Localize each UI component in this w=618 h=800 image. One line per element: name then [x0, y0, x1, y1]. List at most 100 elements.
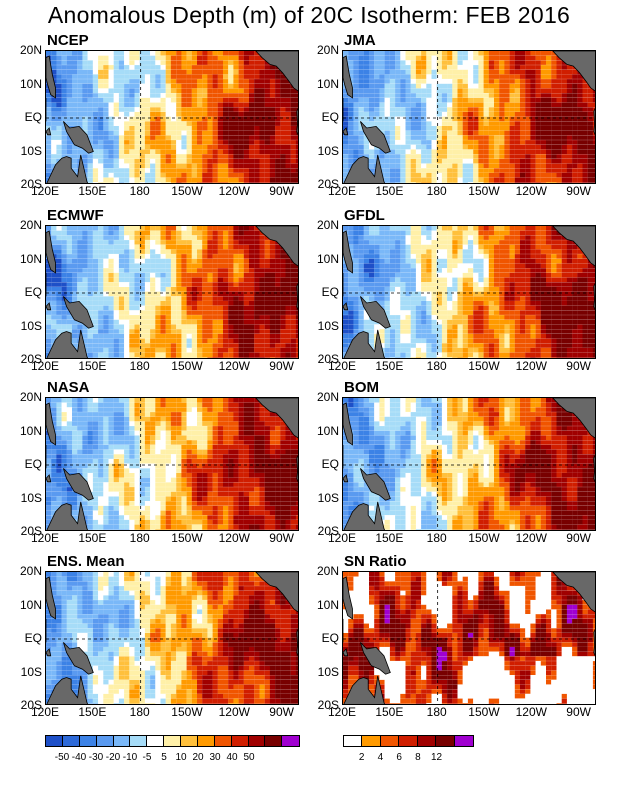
field-cell — [457, 149, 463, 154]
field-cell — [129, 258, 135, 264]
field-cell — [176, 93, 182, 98]
field-cell — [87, 88, 93, 93]
field-cell — [77, 244, 83, 250]
field-cell — [400, 319, 406, 325]
field-cell — [197, 158, 203, 164]
field-cell — [264, 163, 270, 169]
field-cell — [92, 107, 99, 112]
field-cell — [379, 343, 385, 348]
field-cell — [191, 168, 198, 173]
field-cell — [509, 177, 515, 183]
field-cell — [415, 126, 422, 131]
field-cell — [577, 144, 583, 150]
field-cell — [207, 268, 213, 273]
field-cell — [108, 287, 114, 292]
field-cell — [87, 83, 93, 89]
field-cell — [212, 282, 218, 287]
field-cell — [441, 282, 448, 287]
field-cell — [426, 343, 432, 348]
field-cell — [269, 182, 276, 183]
field-cell — [249, 158, 255, 164]
field-cell — [124, 301, 130, 306]
field-cell — [431, 93, 437, 98]
field-cell — [228, 158, 234, 164]
field-cell — [369, 230, 375, 236]
field-cell — [228, 74, 234, 79]
field-cell — [170, 144, 177, 150]
field-cell — [155, 163, 161, 169]
field-cell — [572, 140, 578, 145]
field-cell — [415, 226, 422, 231]
field-cell — [197, 116, 203, 122]
field-cell — [509, 107, 515, 112]
field-cell — [473, 55, 479, 61]
field-cell — [134, 230, 140, 236]
field-cell — [202, 135, 208, 140]
field-cell — [415, 329, 422, 334]
field-cell — [389, 315, 396, 320]
field-cell — [280, 88, 286, 93]
field-cell — [426, 126, 432, 131]
field-cell — [441, 79, 448, 84]
field-cell — [118, 254, 125, 259]
field-cell — [249, 347, 255, 353]
field-cell — [259, 144, 265, 150]
field-cell — [243, 112, 250, 117]
field-cell — [343, 287, 349, 292]
field-cell — [181, 333, 187, 339]
field-cell — [405, 182, 411, 183]
field-cell — [421, 65, 427, 70]
field-cell — [197, 329, 203, 334]
field-cell — [561, 149, 567, 154]
field-cell — [160, 357, 166, 358]
field-cell — [343, 140, 349, 145]
field-cell — [395, 168, 401, 173]
field-cell — [592, 158, 595, 164]
field-cell — [124, 144, 130, 150]
field-cell — [118, 272, 125, 278]
field-cell — [186, 287, 192, 292]
field-cell — [160, 130, 166, 136]
field-cell — [389, 301, 396, 306]
field-cell — [134, 235, 140, 240]
field-cell — [264, 296, 270, 301]
field-cell — [139, 88, 145, 93]
field-cell — [254, 254, 260, 259]
field-cell — [410, 235, 416, 240]
field-cell — [566, 93, 573, 98]
field-cell — [223, 282, 229, 287]
field-cell — [488, 60, 495, 65]
field-cell — [238, 347, 244, 353]
field-cell — [358, 126, 364, 131]
field-cell — [520, 177, 526, 183]
field-cell — [118, 310, 125, 315]
field-cell — [483, 149, 489, 154]
field-cell — [202, 177, 208, 183]
field-cell — [499, 154, 505, 159]
field-cell — [56, 60, 62, 65]
field-cell — [389, 79, 396, 84]
field-cell — [82, 230, 88, 236]
field-cell — [395, 324, 401, 329]
field-cell — [92, 282, 99, 287]
field-cell — [259, 287, 265, 292]
field-cell — [61, 319, 67, 325]
field-cell — [462, 51, 468, 56]
field-cell — [228, 244, 234, 250]
field-cell — [61, 305, 67, 311]
field-cell — [243, 282, 250, 287]
field-cell — [436, 244, 442, 250]
field-cell — [233, 121, 239, 126]
field-cell — [72, 65, 78, 70]
field-cell — [525, 107, 531, 112]
lon-tick-label: 120W — [218, 184, 250, 198]
field-cell — [566, 130, 573, 136]
field-cell — [561, 69, 567, 75]
field-cell — [259, 116, 265, 122]
field-cell — [421, 112, 427, 117]
field-cell — [98, 347, 104, 353]
field-cell — [150, 69, 156, 75]
field-cell — [572, 163, 578, 169]
field-cell — [61, 65, 67, 70]
field-cell — [87, 182, 93, 183]
